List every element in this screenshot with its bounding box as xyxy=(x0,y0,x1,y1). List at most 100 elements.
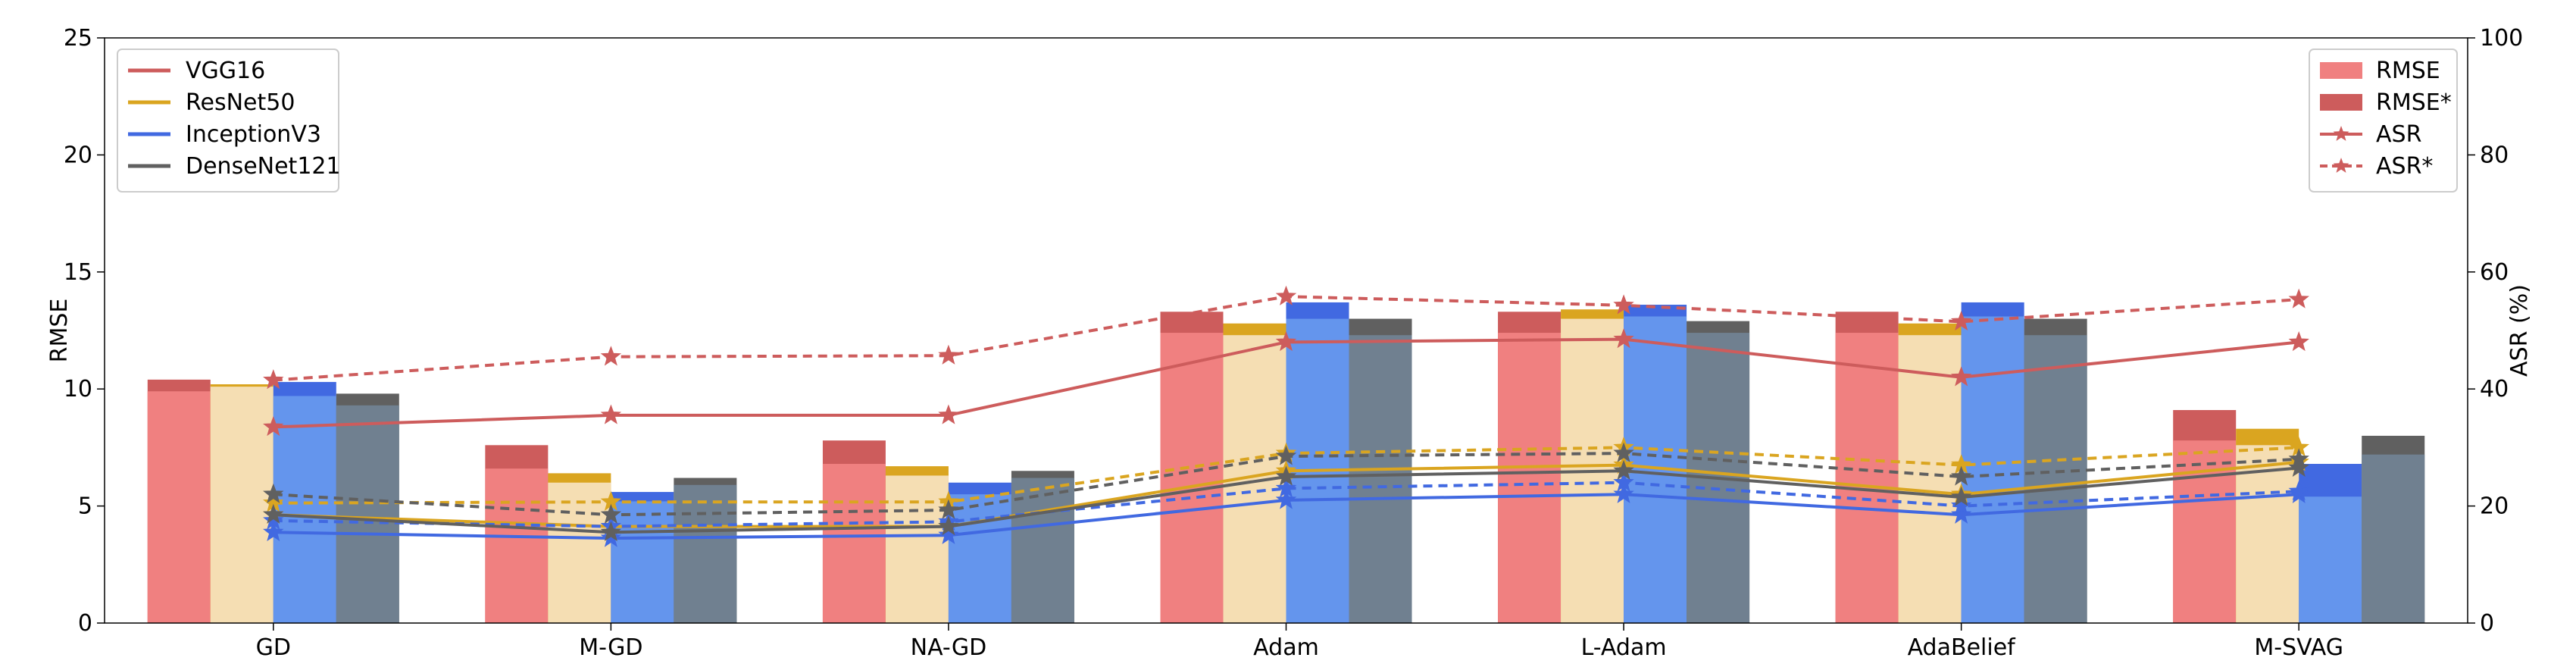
x-tick-label: M-SVAG xyxy=(2254,634,2343,661)
y-tick-label-right: 100 xyxy=(2480,25,2523,52)
legend-swatch-rmse-star xyxy=(2320,94,2362,111)
marker-asr-vgg16 xyxy=(1950,366,1972,387)
bar-rmse-vgg16 xyxy=(485,468,549,623)
marker-asr-vgg16 xyxy=(1275,330,1297,352)
marker-asr-densenet121 xyxy=(600,521,622,542)
bar-rmse-inceptionv3 xyxy=(611,501,674,623)
bar-rmse-inceptionv3 xyxy=(948,494,1011,623)
legend-label-resnet50: ResNet50 xyxy=(186,89,295,116)
marker-asr-star-inceptionv3 xyxy=(1275,477,1297,498)
x-tick-label: L-Adam xyxy=(1581,634,1667,661)
bar-rmse-vgg16 xyxy=(147,391,211,623)
bar-rmse-resnet50 xyxy=(210,387,274,623)
marker-asr-inceptionv3 xyxy=(1275,489,1297,509)
legend-models-box xyxy=(117,49,339,193)
bar-rmse-vgg16 xyxy=(1835,333,1899,623)
marker-asr-star-densenet121 xyxy=(1950,465,1972,486)
y-tick-label-left: 15 xyxy=(64,259,92,286)
x-tick-label: GD xyxy=(256,634,291,661)
y-tick-label-right: 20 xyxy=(2480,493,2509,520)
y-tick-label-right: 0 xyxy=(2480,610,2494,637)
legend-label-inceptionv3: InceptionV3 xyxy=(186,121,321,148)
y-tick-label-left: 25 xyxy=(64,25,92,52)
marker-asr-vgg16 xyxy=(600,404,622,424)
marker-asr-star-vgg16 xyxy=(600,346,622,366)
marker-asr-star-inceptionv3 xyxy=(2288,480,2309,500)
legend-label-vgg16: VGG16 xyxy=(186,58,265,84)
marker-asr-star-densenet121 xyxy=(600,503,622,524)
marker-asr-star-inceptionv3 xyxy=(263,509,284,530)
x-tick-label: Adam xyxy=(1253,634,1319,661)
bar-rmse-densenet121 xyxy=(2024,335,2087,623)
bar-rmse-vgg16 xyxy=(822,464,886,623)
legend-label-asr-star: ASR* xyxy=(2376,153,2433,180)
marker-asr-vgg16 xyxy=(2288,330,2309,352)
x-tick-label: NA-GD xyxy=(911,634,987,661)
bar-rmse-densenet121 xyxy=(1349,335,1412,623)
legend-label-asr: ASR xyxy=(2376,121,2421,148)
y-tick-label-left: 5 xyxy=(78,493,92,520)
marker-asr-star-densenet121 xyxy=(2288,448,2309,468)
bar-rmse-resnet50 xyxy=(1898,335,1962,623)
legend-label-densenet121: DenseNet121 xyxy=(186,153,341,180)
marker-asr-vgg16 xyxy=(938,404,959,424)
x-tick-label: M-GD xyxy=(579,634,642,661)
bars-layer xyxy=(147,302,2425,623)
bar-rmse-inceptionv3 xyxy=(1961,316,2024,623)
marker-asr-star-inceptionv3 xyxy=(1950,495,1972,515)
lines-layer xyxy=(263,285,2309,547)
marker-asr-densenet121 xyxy=(1613,459,1634,480)
bar-rmse-resnet50 xyxy=(548,482,611,623)
marker-asr-star-vgg16 xyxy=(1275,285,1297,305)
marker-asr-star-densenet121 xyxy=(263,483,284,503)
marker-asr-star-vgg16 xyxy=(263,369,284,390)
marker-asr-inceptionv3 xyxy=(600,527,622,547)
marker-asr-star-vgg16 xyxy=(938,344,959,365)
marker-asr-star-vgg16 xyxy=(1613,294,1634,315)
x-tick-label: AdaBelief xyxy=(1908,634,2017,661)
axes-layer: 0 5 10 15 20 25 0 20 40 60 80 100 GD M-GD NA-GD Adam L-A… xyxy=(64,25,2523,661)
bar-rmse-inceptionv3 xyxy=(2299,496,2362,623)
marker-asr-star-densenet121 xyxy=(1613,442,1634,462)
legend-marker-asr xyxy=(2333,126,2349,141)
marker-asr-densenet121 xyxy=(938,515,959,536)
bar-rmse-inceptionv3 xyxy=(273,396,336,623)
y-tick-label-left: 20 xyxy=(64,142,92,168)
marker-asr-densenet121 xyxy=(263,503,284,524)
marker-asr-vgg16 xyxy=(1613,328,1634,349)
y-axis-label-right: ASR (%) xyxy=(2506,284,2533,377)
marker-asr-inceptionv3 xyxy=(938,524,959,544)
bar-rmse-densenet121 xyxy=(2362,454,2425,623)
marker-asr-star-inceptionv3 xyxy=(1613,471,1634,492)
marker-asr-star-vgg16 xyxy=(2288,288,2309,308)
legend-metrics-box xyxy=(2309,49,2458,193)
legend-marker-asr-star xyxy=(2333,158,2349,173)
marker-asr-inceptionv3 xyxy=(1950,503,1972,524)
y-tick-label-right: 80 xyxy=(2480,142,2509,168)
marker-asr-star-vgg16 xyxy=(1950,310,1972,331)
bar-rmse-resnet50 xyxy=(2236,445,2299,623)
bar-rmse-vgg16 xyxy=(1498,333,1562,623)
marker-asr-star-densenet121 xyxy=(938,499,959,519)
bar-rmse-densenet121 xyxy=(336,405,399,623)
legend-models: VGG16 ResNet50 InceptionV3 DenseNet121 xyxy=(117,49,341,193)
marker-asr-densenet121 xyxy=(1950,486,1972,506)
legend-swatch-rmse xyxy=(2320,62,2362,79)
marker-asr-vgg16 xyxy=(263,415,284,437)
marker-asr-densenet121 xyxy=(2288,456,2309,478)
marker-asr-densenet121 xyxy=(1275,465,1297,486)
legend-label-rmse-star: RMSE* xyxy=(2376,89,2452,116)
legend-label-rmse: RMSE xyxy=(2376,58,2440,84)
y-tick-label-left: 10 xyxy=(64,376,92,402)
y-tick-label-right: 40 xyxy=(2480,376,2509,402)
marker-asr-inceptionv3 xyxy=(1613,483,1634,503)
marker-asr-star-densenet121 xyxy=(1275,445,1297,465)
bar-rmse-densenet121 xyxy=(674,484,737,623)
bar-rmse-resnet50 xyxy=(885,475,949,623)
marker-asr-inceptionv3 xyxy=(263,521,284,542)
bar-rmse-densenet121 xyxy=(1011,478,1074,623)
y-tick-label-left: 0 xyxy=(78,610,92,637)
bar-rmse-vgg16 xyxy=(1160,333,1224,623)
y-axis-label-left: RMSE xyxy=(46,299,73,363)
